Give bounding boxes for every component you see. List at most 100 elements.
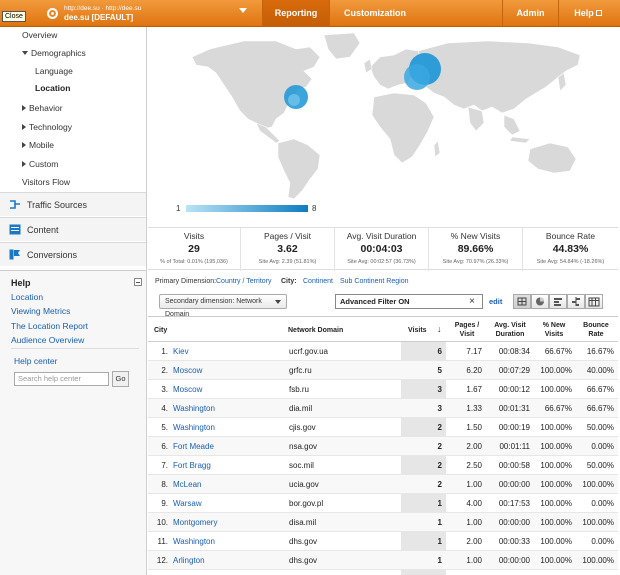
city-link[interactable]: Moscow — [173, 385, 203, 394]
sidebar-section-content[interactable]: Content — [0, 217, 146, 241]
sidebar-section-traffic-sources[interactable]: Traffic Sources — [0, 192, 146, 216]
col-bounce-rate[interactable]: Bounce Rate — [583, 322, 609, 338]
city-link[interactable]: Montgomery — [173, 518, 218, 527]
row-number: 2. — [161, 366, 168, 375]
sidebar-item-custom[interactable]: Custom — [22, 159, 58, 169]
minimize-icon[interactable] — [134, 278, 142, 286]
help-go-button[interactable]: Go — [112, 371, 129, 387]
city-link[interactable]: Kiev — [173, 347, 189, 356]
external-link-icon — [595, 10, 602, 16]
map-bubble-fort-meade[interactable] — [288, 94, 300, 106]
table-view-icon[interactable] — [513, 294, 531, 309]
pages-per-visit-value: 6.20 — [466, 366, 482, 375]
help-link-viewing-metrics[interactable]: Viewing Metrics — [11, 306, 71, 316]
pages-per-visit-value: 1.50 — [466, 423, 482, 432]
table-header: City Network Domain Visits ↓ Pages / Vis… — [148, 316, 618, 342]
city-link[interactable]: Washington — [173, 537, 215, 546]
avg-visit-duration-value: 00:01:31 — [498, 404, 530, 413]
sidebar-item-behavior[interactable]: Behavior — [22, 103, 63, 113]
city-link[interactable]: Fort Meade — [173, 442, 214, 451]
city-link[interactable]: Fort Bragg — [173, 461, 211, 470]
scorecard-label: Avg. Visit Duration — [346, 231, 417, 241]
row-number: 5. — [161, 423, 168, 432]
chevron-down-icon[interactable] — [239, 8, 247, 13]
table-row: 6. Fort Meade nsa.gov 2 2.00 00:01:11 100.00% 0… — [148, 437, 618, 456]
sidebar-item-label: Mobile — [29, 140, 55, 150]
new-visits-value: 100.00% — [540, 499, 572, 508]
tab-admin[interactable]: Admin — [516, 8, 545, 18]
new-visits-value: 66.67% — [544, 404, 572, 413]
sidebar-item-mobile[interactable]: Mobile — [22, 140, 54, 150]
scorecard-visits[interactable]: Visits 29 % of Total: 0.01% (195,036) — [148, 228, 241, 271]
sidebar-item-language[interactable]: Language — [35, 66, 73, 76]
col-avg-visit-duration[interactable]: Avg. Visit Duration — [494, 322, 526, 338]
sidebar-item-location[interactable]: Location — [35, 83, 71, 93]
sidebar-section-conversions[interactable]: Conversions — [0, 242, 146, 266]
sidebar-item-visitors-flow[interactable]: Visitors Flow — [22, 177, 71, 187]
tab-customization[interactable]: Customization — [344, 8, 406, 18]
city-link[interactable]: Washington — [173, 423, 215, 432]
sidebar-item-technology[interactable]: Technology — [22, 122, 72, 132]
world-map[interactable]: 1 8 — [148, 27, 618, 225]
pages-per-visit-value: 2.50 — [466, 461, 482, 470]
pages-per-visit-value: 1.33 — [466, 404, 482, 413]
dim-city[interactable]: City: — [281, 278, 297, 285]
map-bubble-kiev[interactable] — [404, 64, 430, 90]
bar-view-icon[interactable] — [549, 294, 567, 309]
scorecard-avg-visit-duration[interactable]: Avg. Visit Duration 00:04:03 Site Avg: 0… — [335, 228, 429, 271]
scorecard-bounce-rate[interactable]: Bounce Rate 44.83% Site Avg: 54.84% (-18… — [523, 228, 618, 271]
help-link-location-report[interactable]: The Location Report — [11, 321, 89, 331]
advanced-filter-input[interactable]: Advanced Filter ON — [335, 294, 483, 309]
dim-sub-continent-region[interactable]: Sub Continent Region — [340, 278, 409, 285]
city-link[interactable]: McLean — [173, 480, 202, 489]
help-link-audience-overview[interactable]: Audience Overview — [11, 335, 85, 345]
dim-country-territory[interactable]: Country / Territory — [216, 278, 272, 285]
pivot-view-icon[interactable] — [585, 294, 603, 309]
sidebar-item-label: Technology — [29, 122, 73, 132]
col-network-domain[interactable]: Network Domain — [288, 327, 344, 334]
sidebar-item-label: Behavior — [29, 103, 63, 113]
sort-desc-icon[interactable]: ↓ — [437, 324, 442, 334]
bounce-rate-value: 66.67% — [586, 404, 614, 413]
col-visits[interactable]: Visits — [408, 327, 427, 334]
main-content: 1 8 Visits 29 % of Total: 0.01% (195,036… — [148, 27, 620, 575]
secondary-dimension-select[interactable]: Secondary dimension: Network Domain — [159, 294, 287, 318]
pie-view-icon[interactable] — [531, 294, 549, 309]
scorecard-sub: % of Total: 0.01% (195,036) — [160, 259, 228, 265]
col-city[interactable]: City — [154, 327, 168, 334]
col-pages-per-visit[interactable]: Pages / Visit — [454, 322, 480, 338]
dim-continent[interactable]: Continent — [303, 278, 333, 285]
account-selector[interactable]: dee.su [DEFAULT] — [64, 13, 134, 22]
filter-edit-link[interactable]: edit — [489, 297, 503, 306]
visits-value: 3 — [437, 385, 442, 394]
sidebar-item-demographics[interactable]: Demographics — [22, 48, 86, 58]
table-row: 5. Washington cjis.gov 2 1.50 00:00:19 100.00%… — [148, 418, 618, 437]
comparison-view-icon[interactable] — [567, 294, 585, 309]
new-visits-value: 100.00% — [540, 537, 572, 546]
row-number: 3. — [161, 385, 168, 394]
help-link-location[interactable]: Location — [11, 292, 44, 302]
collapsed-icon — [22, 142, 26, 148]
table-row: 8. McLean ucia.gov 2 1.00 00:00:00 100.00% 100.… — [148, 475, 618, 494]
city-link[interactable]: Moscow — [173, 366, 203, 375]
col-new-visits[interactable]: % New Visits — [542, 322, 566, 338]
city-link[interactable]: Washington — [173, 404, 215, 413]
visits-value: 3 — [437, 404, 442, 413]
scorecard-pages-per-visit[interactable]: Pages / Visit 3.62 Site Avg: 2.39 (51.81… — [241, 228, 335, 271]
sidebar-item-overview[interactable]: Overview — [22, 30, 58, 40]
network-domain: dia.mil — [289, 404, 313, 413]
visits-value: 2 — [437, 442, 442, 451]
scorecard-new-visits[interactable]: % New Visits 89.66% Site Avg: 70.97% (26… — [429, 228, 523, 271]
sidebar: Overview Demographics Language Location … — [0, 27, 147, 575]
help-search-input[interactable]: Search help center — [14, 372, 109, 386]
sidebar-item-label: Demographics — [31, 48, 86, 58]
city-link[interactable]: Warsaw — [173, 499, 202, 508]
table-row: 2. Moscow grfc.ru 5 6.20 00:07:29 100.00% 40.00… — [148, 361, 618, 380]
tab-help[interactable]: Help — [559, 0, 617, 27]
help-center-link[interactable]: Help center — [14, 356, 58, 366]
close-icon[interactable]: × — [469, 296, 475, 307]
city-link[interactable]: Arlington — [173, 556, 205, 565]
pages-per-visit-value: 1.00 — [466, 518, 482, 527]
tab-reporting[interactable]: Reporting — [263, 0, 329, 27]
network-domain: fsb.ru — [289, 385, 310, 394]
